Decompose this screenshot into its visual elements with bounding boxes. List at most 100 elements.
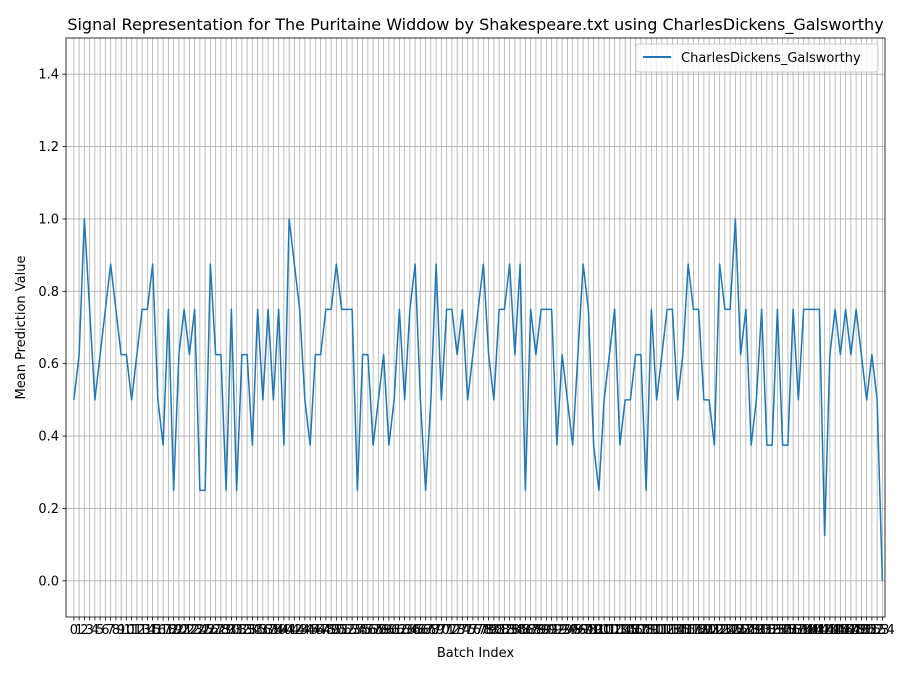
x-tick-label: 32 (234, 623, 251, 638)
x-tick-label: 38 (265, 623, 282, 638)
x-tick-label: 135 (770, 623, 795, 638)
x-tick-label: 125 (718, 623, 743, 638)
x-tick-label: 22 (181, 623, 198, 638)
x-tick-label: 147 (833, 623, 858, 638)
x-tick-label: 66 (412, 623, 429, 638)
x-tick-label: 72 (444, 623, 461, 638)
x-tick-label: 149 (844, 623, 869, 638)
x-tick-label: 51 (333, 623, 350, 638)
x-tick-label: 95 (564, 623, 581, 638)
x-tick-label: 30 (223, 623, 240, 638)
x-tick-label: 55 (354, 623, 371, 638)
y-tick-label: 0.4 (38, 430, 59, 445)
x-tick-label: 140 (796, 623, 821, 638)
x-tick-label: 152 (859, 623, 884, 638)
x-tick-label: 46 (307, 623, 324, 638)
x-tick-label: 101 (592, 623, 617, 638)
x-tick-label: 85 (512, 623, 529, 638)
x-tick-label: 133 (760, 623, 785, 638)
y-tick-label: 0.8 (38, 285, 59, 300)
x-tick-label: 103 (602, 623, 627, 638)
x-tick-label: 114 (660, 623, 685, 638)
x-tick-label: 63 (396, 623, 413, 638)
x-tick-label: 69 (428, 623, 445, 638)
x-tick-label: 13 (134, 623, 151, 638)
x-tick-label: 137 (781, 623, 806, 638)
x-tick-label: 35 (249, 623, 266, 638)
x-tick-label: 94 (559, 623, 576, 638)
x-tick-label: 11 (123, 623, 140, 638)
grid-lines (66, 38, 885, 617)
x-tick-label: 7 (106, 623, 114, 638)
x-tick-label: 41 (281, 623, 298, 638)
x-tick-label: 121 (697, 623, 722, 638)
x-tick-label: 131 (749, 623, 774, 638)
x-tick-label: 54 (349, 623, 366, 638)
x-tick-label: 146 (828, 623, 853, 638)
x-tick-label: 117 (676, 623, 701, 638)
x-tick-label: 44 (297, 623, 314, 638)
x-tick-label: 99 (585, 623, 602, 638)
x-tick-label: 20 (171, 623, 188, 638)
y-tick-label: 1.4 (38, 68, 59, 83)
x-tick-label: 123 (707, 623, 732, 638)
x-tick-label: 124 (712, 623, 737, 638)
x-tick-label: 128 (733, 623, 758, 638)
x-tick-label: 21 (176, 623, 193, 638)
x-tick-label: 154 (870, 623, 895, 638)
x-tick-label: 104 (607, 623, 632, 638)
x-tick-label: 143 (812, 623, 837, 638)
x-tick-label: 56 (360, 623, 377, 638)
x-tick-label: 59 (375, 623, 392, 638)
x-tick-label: 96 (570, 623, 587, 638)
x-tick-label: 77 (470, 623, 487, 638)
x-tick-label: 47 (312, 623, 329, 638)
x-tick-label: 139 (791, 623, 816, 638)
x-tick-label: 83 (501, 623, 518, 638)
x-tick-label: 107 (623, 623, 648, 638)
x-tick-label: 132 (754, 623, 779, 638)
x-tick-label: 105 (613, 623, 638, 638)
plot-frame (65, 37, 886, 618)
x-tick-label: 26 (202, 623, 219, 638)
x-tick-label: 78 (475, 623, 492, 638)
x-tick-label: 34 (244, 623, 261, 638)
y-tick-label: 0.0 (38, 574, 59, 589)
x-tick-label: 129 (739, 623, 764, 638)
x-tick-label: 116 (670, 623, 695, 638)
x-tick-label: 144 (817, 623, 842, 638)
series-layer (73, 218, 884, 581)
x-tick-label: 19 (165, 623, 182, 638)
x-tick-label: 52 (339, 623, 356, 638)
x-tick-label: 90 (538, 623, 555, 638)
y-tick-label: 0.2 (38, 502, 59, 517)
legend-box (635, 43, 879, 73)
y-axis-ticks: 0.0 0.2 0.4 0.6 0.8 1.0 1.2 1.4 (38, 68, 66, 589)
x-tick-label: 68 (423, 623, 440, 638)
x-tick-label: 84 (507, 623, 524, 638)
x-tick-label: 18 (160, 623, 177, 638)
x-tick-label: 74 (454, 623, 471, 638)
x-tick-label: 60 (381, 623, 398, 638)
x-tick-label: 40 (276, 623, 293, 638)
x-tick-label: 106 (618, 623, 643, 638)
x-tick-label: 29 (218, 623, 235, 638)
y-tick-label: 1.0 (38, 212, 59, 227)
x-tick-label: 86 (517, 623, 534, 638)
x-tick-label: 115 (665, 623, 690, 638)
x-tick-label: 3 (85, 623, 93, 638)
x-tick-label: 93 (554, 623, 571, 638)
x-tick-label: 24 (192, 623, 209, 638)
x-axis-ticks: 0123456789101112131415161718192021222324… (70, 617, 895, 638)
x-tick-label: 50 (328, 623, 345, 638)
x-tick-label: 97 (575, 623, 592, 638)
x-tick-label: 88 (528, 623, 545, 638)
x-tick-label: 36 (255, 623, 272, 638)
x-tick-label: 80 (486, 623, 503, 638)
x-tick-label: 75 (459, 623, 476, 638)
x-tick-label: 87 (522, 623, 539, 638)
x-tick-label: 53 (344, 623, 361, 638)
x-tick-label: 89 (533, 623, 550, 638)
